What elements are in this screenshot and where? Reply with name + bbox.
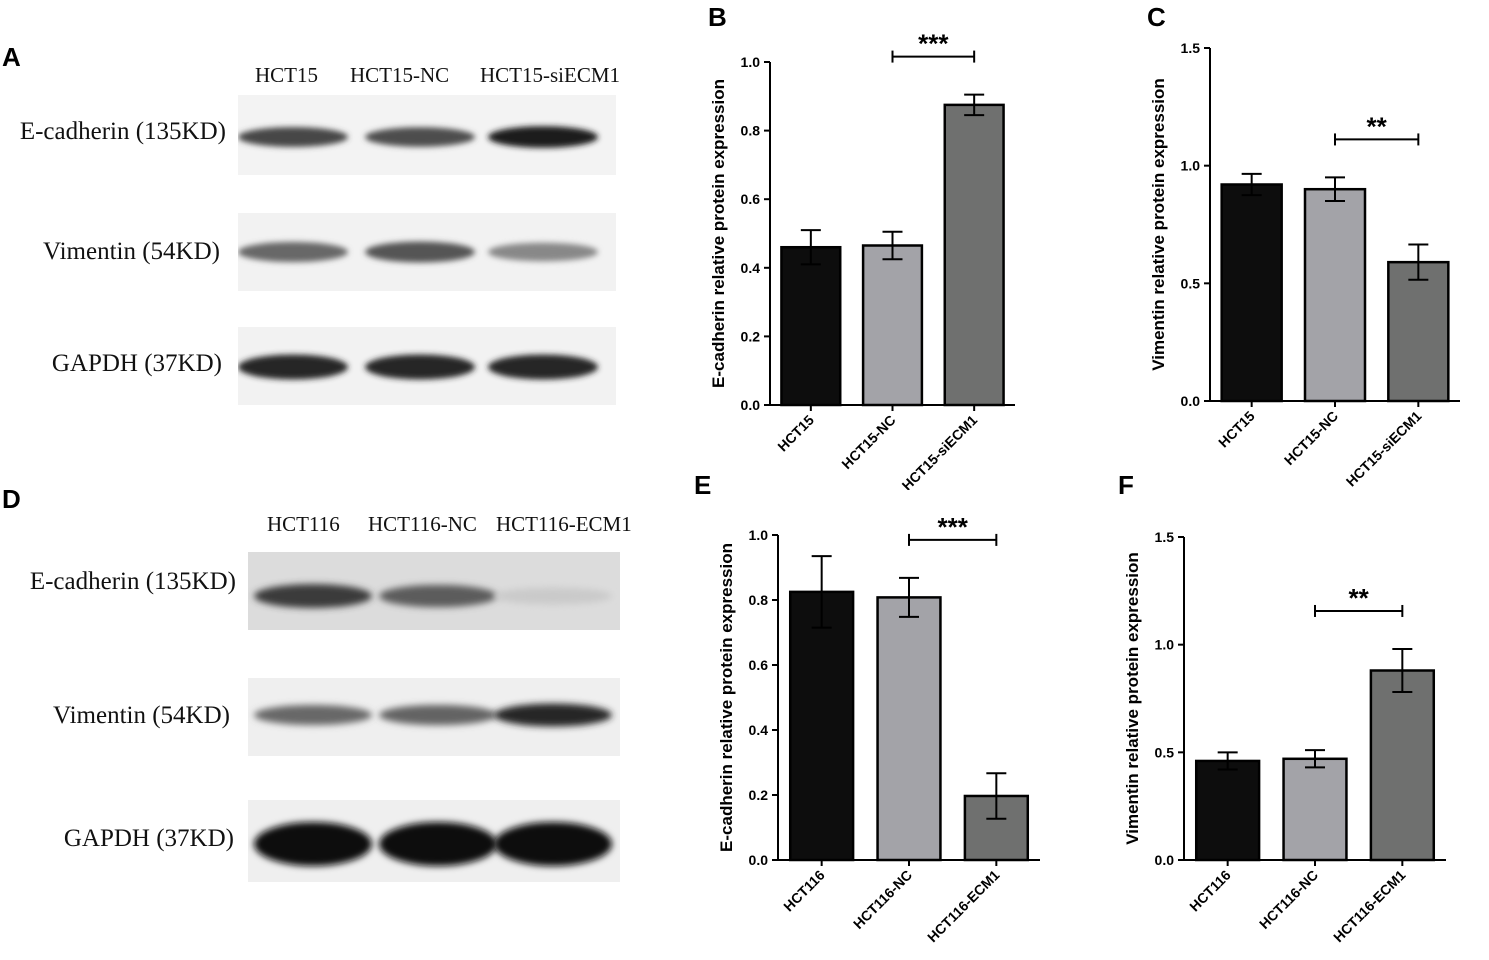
blot-band	[254, 704, 372, 726]
blot-band	[379, 584, 497, 608]
bar	[1194, 759, 1261, 862]
panel-letter-c: C	[1147, 2, 1166, 32]
blot-band	[238, 354, 348, 380]
y-tick-label: 0.5	[1181, 275, 1201, 291]
bar	[1303, 187, 1367, 403]
panel-letter-f: F	[1118, 470, 1134, 500]
blot-band	[254, 584, 372, 608]
blot-d-row-label: E-cadherin (135KD)	[29, 568, 236, 595]
y-tick-label: 0.6	[741, 191, 761, 207]
y-tick-label: 0.2	[741, 328, 761, 344]
blot-band	[365, 354, 475, 380]
y-tick-label: 1.0	[1155, 637, 1175, 653]
y-tick-label: 0.0	[749, 852, 769, 868]
y-tick-label: 1.0	[749, 527, 769, 543]
blot-band	[494, 703, 612, 727]
significance-label: **	[1349, 583, 1370, 613]
blot-band	[238, 241, 348, 263]
significance-label: ***	[937, 512, 968, 542]
blot-band	[488, 354, 598, 380]
blot-band	[365, 241, 475, 263]
bar	[943, 103, 1005, 407]
bar	[1369, 669, 1436, 862]
blot-band	[238, 127, 348, 147]
panel-letter-a: A	[2, 42, 21, 72]
blot-a-row-label: Vimentin (54KD)	[43, 238, 220, 265]
blot-band	[488, 126, 598, 148]
blot-a-row-label: GAPDH (37KD)	[51, 350, 222, 377]
x-tick-label: HCT116-NC	[1256, 867, 1321, 932]
bar	[1282, 757, 1348, 862]
y-tick-label: 0.0	[741, 397, 761, 413]
bar	[788, 590, 855, 862]
y-tick-label: 0.8	[749, 592, 769, 608]
blot-d-row-label: Vimentin (54KD)	[53, 702, 230, 729]
bar	[780, 245, 842, 407]
x-tick-label: HCT15-siECM1	[899, 412, 981, 490]
x-tick-label: HCT15-NC	[1281, 408, 1341, 468]
y-tick-label: 0.8	[741, 123, 761, 139]
y-axis-title: Vimentin relative protein expression	[1123, 552, 1142, 845]
bar	[876, 596, 942, 862]
chart-c: 0.0 0.5 1.0 1.5 Vimentin relative protein ex…	[1149, 40, 1460, 490]
x-tick-label: HCT116-ECM1	[1330, 867, 1409, 946]
x-tick-label: HCT116	[780, 867, 828, 915]
panel-letter-b: B	[708, 2, 727, 32]
blot-band	[494, 587, 612, 605]
y-axis-title: E-cadherin relative protein expression	[717, 543, 736, 852]
x-tick-label: HCT116-NC	[850, 867, 915, 932]
y-tick-label: 0.6	[749, 657, 769, 673]
y-tick-label: 1.0	[1181, 158, 1201, 174]
y-tick-label: 0.4	[749, 722, 769, 738]
blot-a-column-label: HCT15	[255, 63, 318, 87]
blot-band	[494, 822, 612, 866]
y-tick-label: 0.0	[1181, 393, 1201, 409]
x-tick-label: HCT116-ECM1	[924, 867, 1003, 946]
y-tick-label: 1.5	[1155, 529, 1175, 545]
blot-a-column-label: HCT15-siECM1	[480, 63, 621, 87]
chart-e: 0.0 0.2 0.4 0.6 0.8 1.0 E-cadherin relative pr…	[717, 512, 1040, 946]
chart-b: 0.0 0.2 0.4 0.6 0.8 1.0 E-cadherin relative pr…	[709, 29, 1015, 490]
y-tick-label: 0.5	[1155, 744, 1175, 760]
x-tick-label: HCT15-NC	[838, 412, 898, 472]
blot-band	[365, 127, 475, 147]
bar	[1220, 183, 1283, 403]
significance-label: **	[1367, 111, 1388, 141]
x-tick-label: HCT15	[774, 412, 817, 455]
blot-d-row-label: GAPDH (37KD)	[63, 825, 234, 852]
blot-d-column-label: HCT116-ECM1	[496, 512, 632, 536]
bar	[861, 244, 924, 407]
x-tick-label: HCT116	[1186, 867, 1234, 915]
x-tick-label: HCT15-siECM1	[1343, 408, 1425, 490]
bar	[1387, 260, 1450, 403]
blot-d-image	[248, 552, 620, 882]
blot-d-column-label: HCT116	[267, 512, 340, 536]
y-tick-label: 0.0	[1155, 852, 1175, 868]
panel-letter-d: D	[2, 484, 21, 514]
blot-band	[379, 704, 497, 726]
panel-letter-e: E	[694, 470, 712, 500]
blot-a-row-label: E-cadherin (135KD)	[19, 118, 226, 145]
x-tick-label: HCT15	[1215, 408, 1258, 451]
blot-a-image	[238, 95, 616, 405]
blot-band	[254, 822, 372, 866]
blot-a-column-label: HCT15-NC	[350, 63, 450, 87]
y-tick-label: 0.2	[749, 787, 769, 803]
chart-f: 0.0 0.5 1.0 1.5 Vimentin relative protein ex…	[1123, 529, 1446, 946]
y-tick-label: 0.4	[741, 260, 761, 276]
y-tick-label: 1.0	[741, 54, 761, 70]
y-axis-title: E-cadherin relative protein expression	[709, 79, 728, 388]
y-axis-title: Vimentin relative protein expression	[1149, 78, 1168, 371]
y-tick-label: 1.5	[1181, 40, 1201, 56]
blot-band	[488, 242, 598, 262]
blot-d-column-label: HCT116-NC	[368, 512, 477, 536]
blot-band	[379, 822, 497, 866]
significance-label: ***	[918, 29, 949, 59]
